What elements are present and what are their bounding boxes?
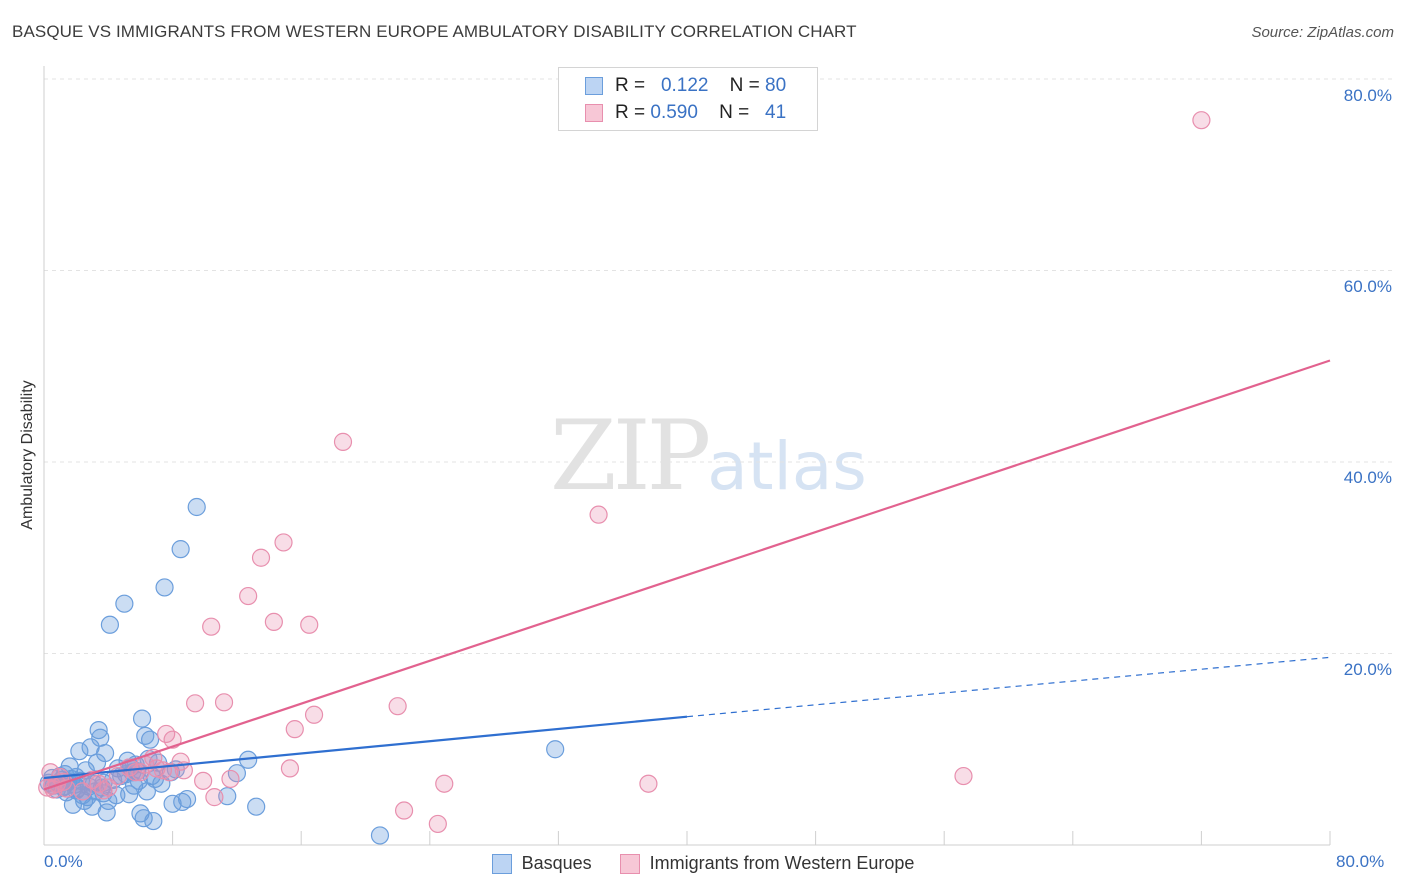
series-legend: Basques Immigrants from Western Europe: [0, 853, 1406, 874]
immigrants-point-48: [1192, 111, 1211, 130]
immigrants-point-34: [264, 612, 283, 632]
watermark-zip: ZIP: [550, 400, 711, 512]
immigrants-point-47: [954, 766, 973, 786]
immigrants-point-33: [251, 548, 271, 567]
basques-point-35: [100, 615, 120, 634]
immigrants-swatch: [585, 104, 603, 122]
legend-item-immigrants[interactable]: Immigrants from Western Europe: [619, 853, 915, 874]
basques-point-12: [63, 795, 83, 814]
basques-point-43: [120, 785, 139, 804]
legend-item-basques[interactable]: Basques: [491, 853, 592, 874]
basques-point-69: [218, 787, 237, 806]
immigrants-legend-label: Immigrants from Western Europe: [649, 853, 915, 873]
immigrants-point-36: [280, 759, 300, 778]
correlation-legend: R = 0.122 N = 80 R = 0.590 N = 41: [558, 67, 818, 131]
immigrants-point-39: [304, 705, 324, 724]
y-tick-40: 40.0%: [1343, 468, 1392, 487]
immigrants-point-22: [160, 763, 179, 782]
basques-trend-extension: [686, 656, 1331, 718]
immigrants-point-44: [435, 774, 454, 793]
y-tick-60: 60.0%: [1343, 277, 1392, 296]
basques-point-66: [173, 792, 192, 812]
x-tick-max: 80.0%: [1336, 852, 1385, 871]
basques-point-16: [70, 742, 89, 761]
source-label: Source: ZipAtlas.com: [1251, 24, 1394, 41]
basques-point-50: [132, 709, 152, 728]
immigrants-point-45: [589, 505, 608, 524]
immigrants-point-32: [239, 586, 258, 606]
immigrants-point-40: [333, 432, 353, 451]
basques-point-40: [115, 594, 134, 613]
chart-title: BASQUE VS IMMIGRANTS FROM WESTERN EUROPE…: [12, 22, 857, 41]
basques-point-32: [95, 743, 115, 763]
n-value: 80: [765, 75, 787, 96]
immigrants-point-41: [388, 697, 407, 716]
basques-legend-swatch: [491, 853, 512, 874]
immigrants-point-30: [214, 693, 234, 712]
immigrants-point-43: [428, 814, 447, 834]
n-label: N =: [729, 75, 760, 96]
immigrants-point-35: [274, 533, 293, 552]
immigrants-trend-line: [43, 359, 1331, 791]
n-value: 41: [765, 102, 787, 123]
basques-swatch: [585, 77, 603, 95]
immigrants-point-23: [163, 730, 182, 749]
basques-legend-label: Basques: [521, 853, 592, 873]
r-value: 0.590: [650, 102, 698, 123]
immigrants-point-42: [394, 801, 414, 820]
r-value: 0.122: [660, 75, 709, 96]
basques-point-55: [140, 730, 160, 749]
immigrants-point-28: [202, 617, 221, 636]
watermark-atlas: atlas: [707, 428, 867, 505]
basques-point-68: [187, 497, 206, 517]
basques-point-29: [91, 728, 110, 747]
basques-point-61: [155, 578, 174, 597]
legend-row-immigrants: R = 0.590 N = 41: [585, 101, 786, 125]
basques-point-74: [546, 740, 565, 759]
immigrants-point-46: [639, 774, 658, 793]
r-label: R =: [615, 75, 646, 96]
immigrants-point-38: [300, 615, 319, 634]
n-label: N =: [719, 102, 750, 123]
basques-point-67: [177, 789, 197, 809]
immigrants-point-31: [221, 769, 240, 789]
basques-point-72: [247, 797, 266, 816]
x-tick-min: 0.0%: [44, 852, 83, 871]
immigrants-point-11: [94, 781, 113, 800]
immigrants-point-26: [186, 694, 205, 713]
basques-point-65: [171, 540, 190, 559]
legend-row-basques: R = 0.122 N = 80: [585, 74, 786, 98]
basques-trend-line: [43, 715, 688, 780]
immigrants-point-27: [194, 771, 213, 790]
basques-point-33: [97, 803, 116, 822]
watermark: ZIPatlas: [550, 400, 867, 512]
basques-point-73: [370, 826, 390, 845]
basques-point-28: [89, 720, 108, 740]
immigrants-point-29: [205, 788, 224, 807]
y-tick-20: 20.0%: [1343, 660, 1392, 679]
basques-point-57: [144, 811, 163, 831]
r-label: R =: [615, 102, 646, 123]
immigrants-legend-swatch: [619, 853, 640, 874]
immigrants-point-37: [285, 720, 304, 739]
y-tick-80: 80.0%: [1343, 86, 1392, 105]
